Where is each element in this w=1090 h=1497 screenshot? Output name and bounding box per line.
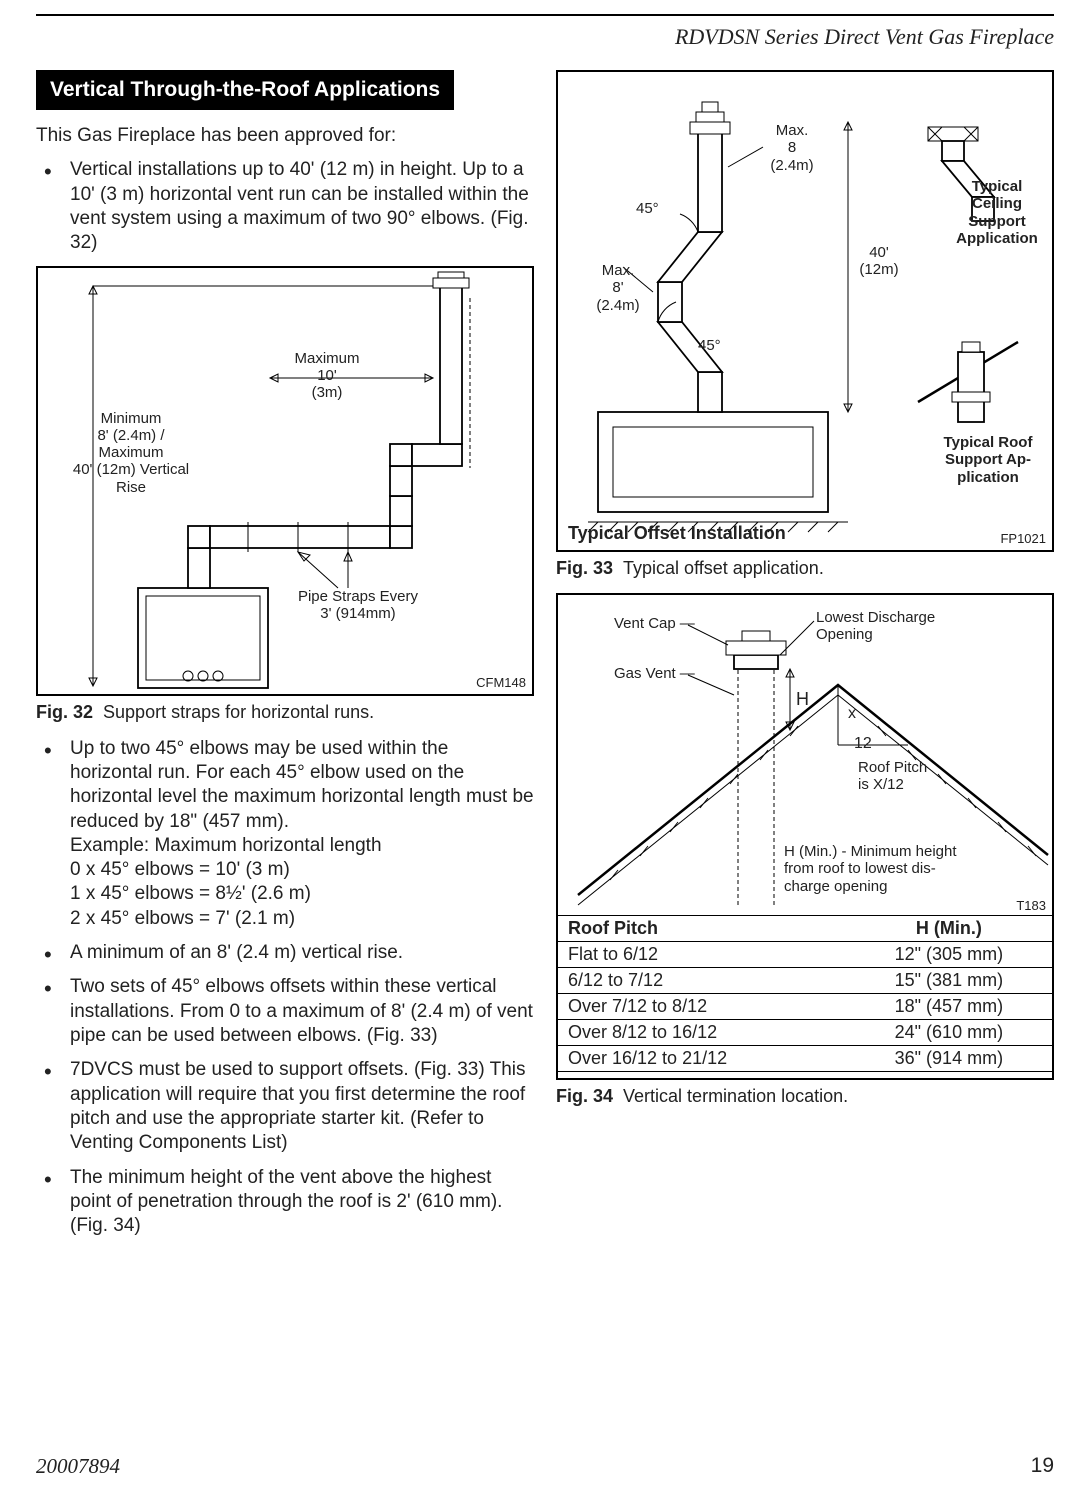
- fig32-label-minmax: Minimum 8' (2.4m) / Maximum 40' (12m) Ve…: [66, 410, 196, 496]
- intro-text: This Gas Fireplace has been approved for…: [36, 124, 534, 148]
- fig32-label-straps: Pipe Straps Every 3' (914mm): [278, 588, 438, 623]
- bullet-item: 7DVCS must be used to support offsets. (…: [36, 1058, 534, 1155]
- fig34-hmin: H (Min.) - Minimum height from roof to l…: [784, 843, 1004, 895]
- bullet-item: Vertical installations up to 40' (12 m) …: [36, 158, 534, 255]
- fig34-code: T183: [1016, 898, 1046, 913]
- bullets-top: Vertical installations up to 40' (12 m) …: [36, 158, 534, 255]
- bullet-item: The minimum height of the vent above the…: [36, 1166, 534, 1239]
- fig33-40: 40' (12m): [854, 244, 904, 279]
- left-column: Vertical Through-the-Roof Applications T…: [36, 70, 534, 1249]
- fig33-roof: Typical Roof Support Ap- plication: [928, 434, 1048, 486]
- top-rule: [36, 14, 1054, 16]
- fig33-45a: 45°: [636, 200, 659, 217]
- fig34-discharge: Lowest Discharge Opening: [816, 609, 976, 644]
- fig33-caption: Fig. 33 Typical offset application.: [556, 558, 1054, 579]
- table-row: Over 16/12 to 21/1236" (914 mm): [558, 1046, 1052, 1072]
- fig33-title: Typical Offset Installation: [568, 523, 786, 544]
- fig33-max8a: Max. 8 (2.4m): [762, 122, 822, 174]
- bullets-mid: Up to two 45° elbows may be used within …: [36, 737, 534, 1239]
- fig34-box: Vent Cap— Gas Vent— Lowest Discharge Ope…: [556, 593, 1054, 1080]
- fig32-label-max10: Maximum 10' (3m): [282, 350, 372, 402]
- tbl-head: Roof Pitch: [558, 916, 846, 942]
- fig32-caption: Fig. 32 Support straps for horizontal ru…: [36, 702, 534, 723]
- bullet-item: A minimum of an 8' (2.4 m) vertical rise…: [36, 941, 534, 965]
- tbl-head: H (Min.): [846, 916, 1052, 942]
- fig33-ceiling: Typical Ceiling Support Application: [942, 178, 1052, 247]
- fig34-x: x: [848, 705, 856, 723]
- fig32-code: CFM148: [476, 675, 526, 690]
- fig33-box: Max. 8 (2.4m) Max. 8' (2.4m) 45° 45° 40'…: [556, 70, 1054, 552]
- fig33-code: FP1021: [1000, 531, 1046, 546]
- table-row: Flat to 6/1212" (305 mm): [558, 942, 1052, 968]
- fig34-gasvent: Gas Vent—: [614, 665, 695, 682]
- section-title-bar: Vertical Through-the-Roof Applications: [36, 70, 454, 110]
- bullet-item: Up to two 45° elbows may be used within …: [36, 737, 534, 932]
- fig34-H: H: [796, 689, 809, 710]
- fig34-pitch: Roof Pitch is X/12: [858, 759, 958, 794]
- table-row: Over 8/12 to 16/1224" (610 mm): [558, 1020, 1052, 1046]
- bullet-item: Two sets of 45° elbows offsets within th…: [36, 975, 534, 1048]
- table-row: Over 7/12 to 8/1218" (457 mm): [558, 994, 1052, 1020]
- table-row: 6/12 to 7/1215" (381 mm): [558, 968, 1052, 994]
- fig33-45b: 45°: [698, 337, 721, 354]
- fig34-ventcap: Vent Cap—: [614, 615, 695, 632]
- footer-doc: 20007894: [36, 1454, 120, 1479]
- fig34-12: 12: [854, 735, 872, 753]
- right-column: Max. 8 (2.4m) Max. 8' (2.4m) 45° 45° 40'…: [556, 70, 1054, 1107]
- footer-page: 19: [1031, 1454, 1054, 1479]
- fig34-table: Roof Pitch H (Min.) Flat to 6/1212" (305…: [558, 915, 1052, 1072]
- fig32-box: Maximum 10' (3m) Minimum 8' (2.4m) / Max…: [36, 266, 534, 696]
- page-header-title: RDVDSN Series Direct Vent Gas Fireplace: [675, 24, 1054, 50]
- page-footer: 20007894 19: [36, 1454, 1054, 1479]
- fig33-max8b: Max. 8' (2.4m): [588, 262, 648, 314]
- fig34-caption: Fig. 34 Vertical termination location.: [556, 1086, 1054, 1107]
